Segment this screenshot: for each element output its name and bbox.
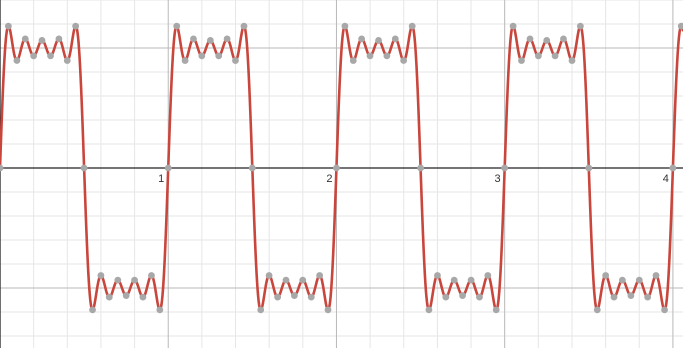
series-point bbox=[492, 306, 500, 314]
series-point bbox=[534, 52, 542, 60]
series-point bbox=[13, 57, 21, 64]
series-point bbox=[47, 52, 54, 60]
series-point bbox=[568, 57, 576, 64]
series-point bbox=[290, 292, 298, 299]
series-point bbox=[198, 52, 206, 60]
series-point bbox=[383, 52, 391, 60]
series-point bbox=[307, 293, 315, 301]
series-point bbox=[148, 272, 155, 279]
series-point bbox=[181, 57, 189, 64]
series-point bbox=[677, 22, 683, 30]
series-point bbox=[89, 306, 96, 314]
series-point bbox=[274, 293, 282, 301]
series-point bbox=[425, 306, 433, 314]
series-point bbox=[434, 272, 441, 279]
series-point bbox=[223, 35, 231, 43]
series-point bbox=[248, 164, 256, 172]
series-point bbox=[450, 276, 458, 284]
series-point bbox=[551, 52, 559, 60]
series-point bbox=[333, 164, 340, 172]
series-point bbox=[543, 37, 551, 44]
series-point bbox=[391, 35, 399, 43]
markers-layer bbox=[0, 22, 683, 314]
series-point bbox=[644, 293, 652, 301]
series-point bbox=[316, 272, 324, 279]
series-point bbox=[400, 57, 408, 64]
series-point bbox=[560, 35, 567, 43]
series-point bbox=[526, 35, 534, 43]
series-layer bbox=[0, 24, 683, 312]
x-tick-label: 2 bbox=[326, 173, 332, 185]
series-point bbox=[299, 276, 307, 284]
series-point bbox=[669, 164, 677, 172]
series-point bbox=[459, 292, 466, 299]
series-point bbox=[173, 22, 181, 30]
series-point bbox=[635, 276, 643, 284]
series-point bbox=[627, 292, 635, 299]
series-point bbox=[215, 52, 223, 60]
series-point bbox=[114, 276, 122, 284]
series-point bbox=[618, 276, 626, 284]
series-line-0 bbox=[0, 24, 683, 312]
series-point bbox=[417, 164, 425, 172]
series-point bbox=[156, 306, 164, 314]
series-point bbox=[593, 306, 601, 314]
series-point bbox=[55, 35, 63, 43]
series-point bbox=[30, 52, 38, 60]
x-tick-label: 1 bbox=[158, 173, 164, 185]
series-point bbox=[21, 35, 29, 43]
series-point bbox=[232, 57, 239, 64]
series-point bbox=[324, 306, 332, 314]
series-point bbox=[139, 293, 147, 301]
series-point bbox=[585, 164, 593, 172]
series-point bbox=[375, 37, 382, 44]
series-point bbox=[467, 276, 475, 284]
series-point bbox=[652, 272, 660, 279]
series-point bbox=[282, 276, 290, 284]
series-point bbox=[131, 276, 138, 284]
series-point bbox=[661, 306, 668, 314]
tick-labels: 012341-1 bbox=[157, 172, 671, 187]
series-point bbox=[366, 52, 374, 60]
series-point bbox=[501, 164, 509, 172]
series-point bbox=[72, 22, 80, 30]
series-point bbox=[240, 22, 248, 30]
series-point bbox=[484, 272, 492, 279]
series-point bbox=[164, 164, 172, 172]
series-point bbox=[602, 272, 610, 279]
x-tick-label: 3 bbox=[495, 173, 501, 185]
series-point bbox=[4, 22, 12, 30]
series-point bbox=[80, 164, 88, 172]
series-point bbox=[509, 22, 517, 30]
series-point bbox=[358, 35, 366, 43]
series-point bbox=[63, 57, 71, 64]
series-point bbox=[257, 306, 265, 314]
series-point bbox=[190, 35, 197, 43]
x-tick-label: 4 bbox=[663, 173, 669, 185]
series-point bbox=[518, 57, 525, 64]
series-point bbox=[105, 293, 113, 301]
series-point bbox=[38, 37, 46, 44]
series-point bbox=[122, 292, 130, 299]
series-point bbox=[206, 37, 214, 44]
series-point bbox=[442, 293, 450, 301]
series-point bbox=[97, 272, 105, 279]
series-point bbox=[610, 293, 618, 301]
series-point bbox=[408, 22, 416, 30]
series-point bbox=[341, 22, 349, 30]
series-point bbox=[576, 22, 584, 30]
series-point bbox=[349, 57, 357, 64]
series-point bbox=[0, 164, 4, 172]
series-point bbox=[476, 293, 483, 301]
series-point bbox=[265, 272, 273, 279]
